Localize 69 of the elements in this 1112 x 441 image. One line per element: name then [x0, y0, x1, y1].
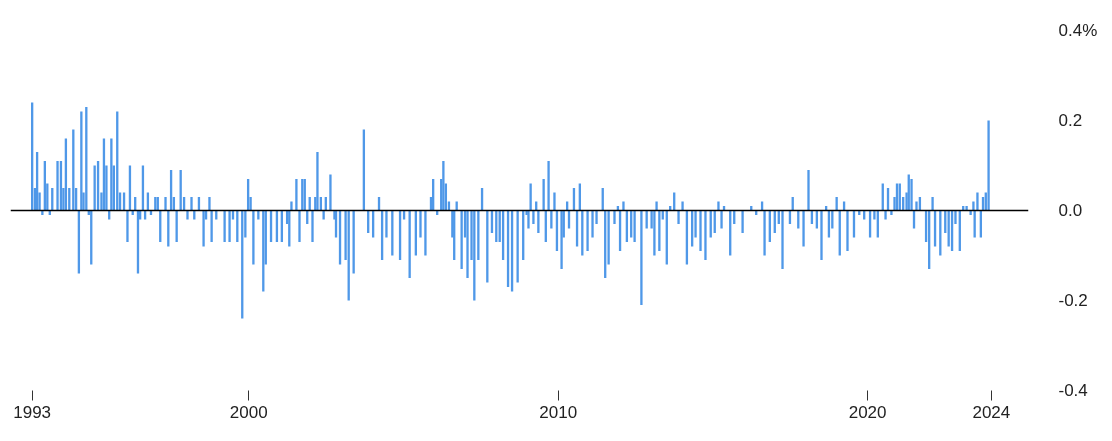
- bar: [547, 161, 550, 211]
- bar: [846, 210, 849, 251]
- bar: [677, 210, 680, 224]
- bar: [820, 210, 823, 260]
- bar: [223, 210, 226, 242]
- bar: [202, 210, 205, 247]
- bar: [976, 192, 979, 211]
- bar: [586, 210, 589, 251]
- bar: [311, 210, 314, 242]
- bar: [553, 192, 556, 211]
- bar: [658, 210, 661, 251]
- bar: [252, 210, 255, 265]
- bar: [322, 210, 325, 220]
- bar: [316, 152, 319, 211]
- x-tick-label: 2000: [229, 402, 268, 422]
- bar: [884, 210, 887, 220]
- bar: [835, 197, 838, 211]
- bar: [385, 210, 388, 238]
- bar: [257, 210, 260, 220]
- bar: [931, 197, 934, 211]
- bar: [542, 179, 545, 211]
- y-tick-label: -0.2: [1058, 291, 1088, 310]
- bar: [910, 179, 913, 211]
- bar: [741, 210, 744, 233]
- bar: [807, 170, 810, 211]
- x-tick-label: 2024: [972, 402, 1011, 422]
- bar: [537, 210, 540, 233]
- bar: [164, 197, 167, 211]
- bar: [763, 210, 766, 256]
- bar: [126, 210, 129, 242]
- y-tick-label: -0.4: [1058, 381, 1088, 400]
- bar: [987, 120, 990, 211]
- x-tick-label: 2020: [848, 402, 887, 422]
- y-tick-label: 0.0: [1058, 201, 1083, 220]
- bar: [419, 210, 422, 238]
- bar: [640, 210, 643, 305]
- bar: [532, 210, 535, 224]
- bar: [516, 210, 519, 283]
- bar: [802, 210, 805, 247]
- x-tick-label: 2010: [539, 402, 578, 422]
- bar: [466, 210, 469, 278]
- x-tick-label: 1993: [13, 402, 52, 422]
- bar: [329, 174, 332, 211]
- bar: [175, 210, 178, 242]
- bar: [424, 210, 427, 256]
- bar: [295, 179, 298, 211]
- bar: [56, 161, 59, 211]
- bar: [633, 210, 636, 242]
- bar: [186, 210, 189, 220]
- bar: [190, 197, 193, 211]
- bar: [477, 210, 480, 260]
- bar: [720, 210, 723, 229]
- bar: [699, 210, 702, 251]
- bar: [560, 210, 563, 269]
- bar: [704, 210, 707, 260]
- bar: [110, 138, 113, 211]
- bar: [352, 210, 355, 274]
- y-tick-label: 0.4%: [1058, 21, 1098, 40]
- y-tick-label: 0.2: [1058, 111, 1083, 130]
- bar: [298, 210, 301, 242]
- bar: [442, 161, 445, 211]
- bar: [228, 210, 231, 242]
- bar: [613, 210, 616, 224]
- bar: [408, 210, 411, 278]
- bar: [80, 111, 83, 211]
- bar: [550, 210, 553, 229]
- bar: [460, 210, 463, 269]
- bar: [781, 210, 784, 269]
- bar: [591, 210, 594, 238]
